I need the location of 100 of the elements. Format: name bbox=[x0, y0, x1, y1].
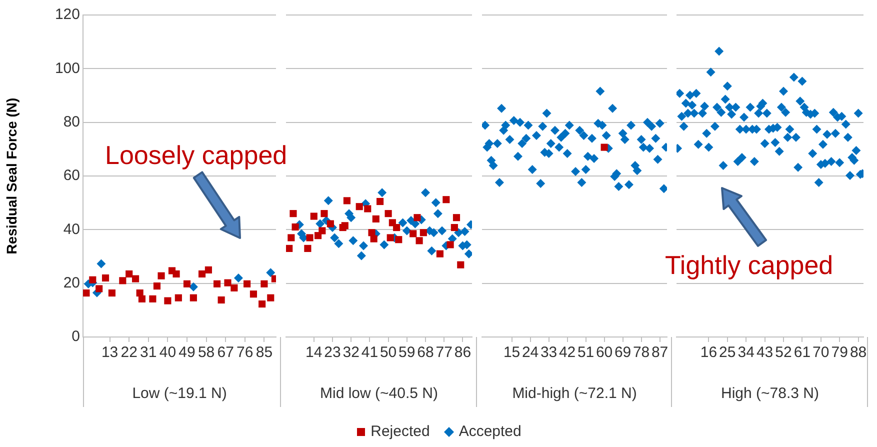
point bbox=[384, 210, 392, 218]
x-tick-label: 31 bbox=[140, 344, 157, 362]
point bbox=[364, 205, 372, 212]
point bbox=[290, 210, 297, 218]
point bbox=[198, 270, 206, 278]
point bbox=[183, 280, 191, 288]
y-tick-label: 20 bbox=[63, 274, 80, 292]
x-tick-label: 13 bbox=[101, 344, 118, 362]
point bbox=[304, 244, 312, 252]
y-tick-label: 40 bbox=[63, 220, 80, 238]
point bbox=[446, 241, 454, 248]
point bbox=[386, 234, 394, 242]
x-tick-label: 43 bbox=[756, 344, 774, 362]
point bbox=[368, 229, 376, 236]
annotation: Tightly capped bbox=[665, 250, 834, 281]
point bbox=[457, 261, 464, 268]
point bbox=[153, 282, 161, 290]
point bbox=[431, 198, 440, 208]
annotation: Loosely capped bbox=[105, 140, 288, 171]
point bbox=[244, 280, 251, 288]
point bbox=[188, 282, 198, 292]
x-axis-title: Low (~19.1 N) bbox=[132, 385, 227, 402]
point bbox=[334, 239, 344, 248]
x-tick-label: 88 bbox=[850, 344, 867, 362]
point bbox=[460, 227, 470, 236]
x-tick-label: 42 bbox=[558, 344, 576, 362]
point bbox=[318, 227, 326, 234]
point bbox=[286, 244, 293, 252]
point bbox=[102, 274, 110, 282]
x-tick-label: 61 bbox=[794, 344, 811, 362]
point bbox=[132, 275, 140, 282]
x-tick-label: 24 bbox=[522, 344, 539, 362]
point bbox=[343, 197, 350, 204]
point bbox=[266, 268, 276, 278]
y-axis-title: Residual Seal Force (N) bbox=[3, 98, 20, 254]
x-tick-label: 87 bbox=[651, 344, 668, 362]
point bbox=[108, 289, 116, 297]
point bbox=[164, 297, 172, 304]
x-tick-label: 70 bbox=[812, 344, 830, 362]
x-axis-title: Mid-high (~72.1 N) bbox=[512, 385, 637, 402]
x-tick-label: 78 bbox=[632, 344, 650, 362]
point bbox=[310, 212, 318, 220]
y-tick-label: 80 bbox=[63, 113, 80, 130]
point bbox=[174, 294, 182, 302]
point bbox=[138, 295, 146, 302]
point bbox=[234, 273, 243, 282]
point bbox=[190, 294, 197, 302]
x-tick-label: 15 bbox=[503, 344, 520, 362]
point bbox=[356, 251, 366, 260]
point bbox=[436, 250, 444, 258]
x-tick-label: 34 bbox=[738, 344, 754, 362]
point bbox=[370, 235, 378, 242]
x-tick-label: 67 bbox=[217, 344, 234, 362]
x-tick-label: 33 bbox=[540, 344, 558, 362]
x-tick-label: 86 bbox=[454, 344, 472, 362]
point bbox=[213, 280, 221, 288]
legend-label: Accepted bbox=[458, 423, 522, 440]
point bbox=[158, 272, 165, 280]
y-tick-label: 0 bbox=[72, 328, 80, 346]
point bbox=[378, 188, 387, 198]
point bbox=[316, 219, 325, 228]
point bbox=[330, 233, 340, 242]
point bbox=[292, 223, 299, 231]
point bbox=[324, 196, 333, 206]
x-tick-label: 59 bbox=[398, 344, 416, 362]
point bbox=[348, 236, 358, 246]
point bbox=[420, 229, 427, 236]
point bbox=[427, 246, 436, 256]
point bbox=[149, 295, 156, 302]
x-axis-title: Mid low (~40.5 N) bbox=[320, 385, 438, 402]
x-tick-label: 85 bbox=[256, 344, 273, 362]
point bbox=[452, 214, 460, 222]
x-tick-label: 69 bbox=[614, 344, 632, 362]
point bbox=[267, 294, 274, 302]
point bbox=[380, 240, 389, 250]
point bbox=[119, 277, 126, 284]
point bbox=[438, 226, 447, 236]
x-tick-label: 76 bbox=[236, 344, 254, 362]
point bbox=[372, 215, 380, 222]
point bbox=[416, 237, 423, 244]
point bbox=[442, 196, 450, 204]
point bbox=[204, 266, 212, 274]
x-tick-label: 58 bbox=[198, 344, 215, 362]
x-tick-label: 52 bbox=[775, 344, 792, 362]
point bbox=[172, 270, 180, 278]
point bbox=[96, 285, 103, 292]
x-tick-label: 79 bbox=[831, 344, 848, 362]
x-tick-label: 51 bbox=[577, 344, 594, 362]
x-tick-label: 49 bbox=[178, 344, 196, 362]
point bbox=[326, 220, 334, 228]
x-tick-label: 50 bbox=[380, 344, 397, 362]
point bbox=[306, 234, 314, 242]
point bbox=[96, 259, 106, 268]
x-tick-label: 16 bbox=[700, 344, 718, 362]
point bbox=[250, 290, 258, 298]
x-tick-label: 40 bbox=[159, 344, 176, 362]
x-tick-label: 23 bbox=[324, 344, 341, 362]
point bbox=[414, 214, 421, 222]
point bbox=[398, 218, 408, 228]
y-tick-label: 60 bbox=[63, 167, 80, 184]
